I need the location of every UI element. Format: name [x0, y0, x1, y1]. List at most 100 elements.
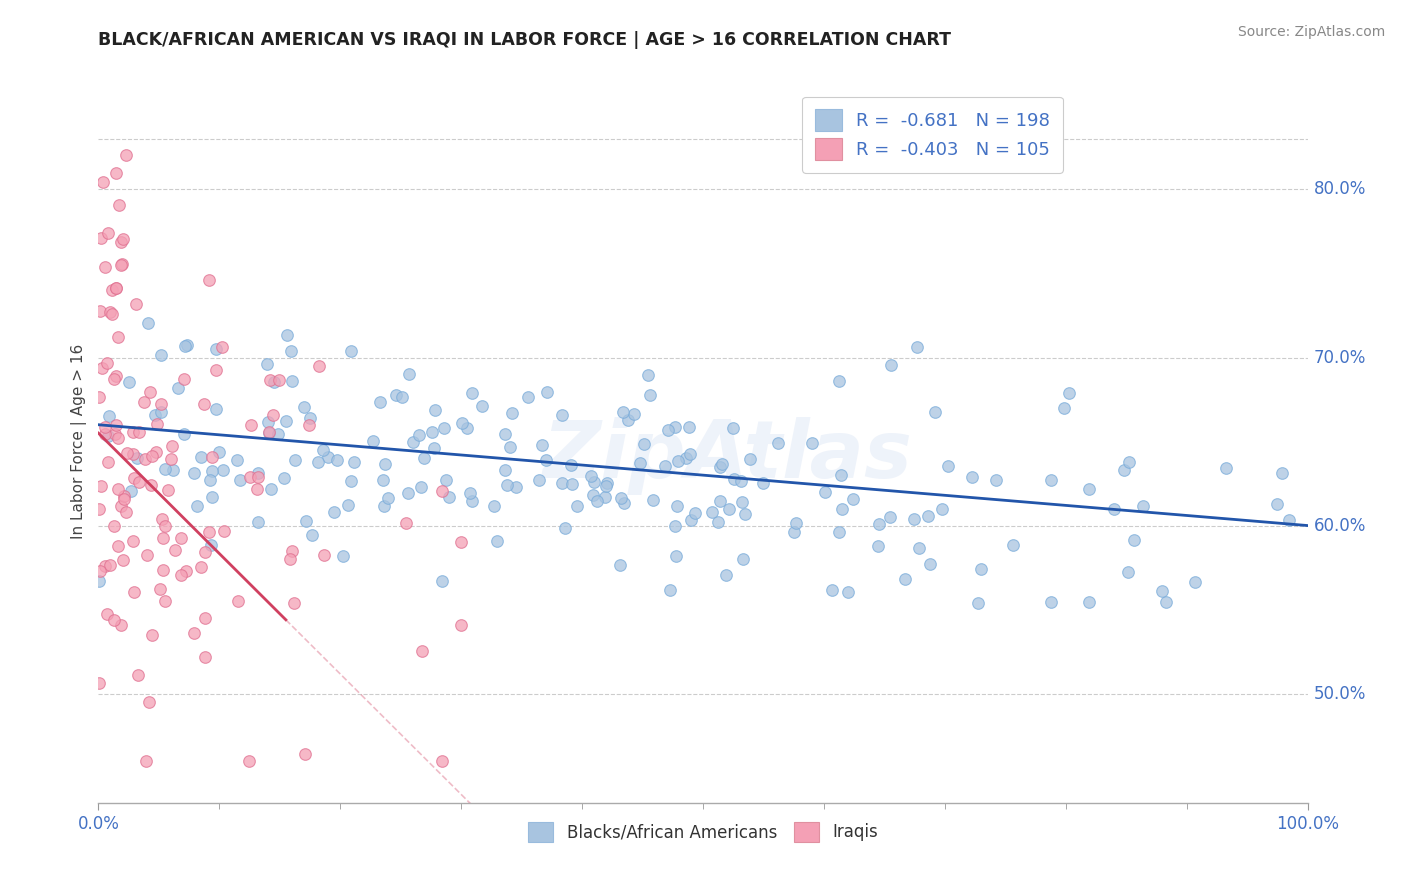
Point	[150, 348, 173, 362]
Point	[150, 405, 173, 419]
Point	[659, 582, 682, 597]
Point	[104, 166, 127, 180]
Point	[276, 327, 298, 342]
Point	[1116, 565, 1139, 579]
Point	[361, 434, 384, 449]
Point	[284, 453, 307, 467]
Y-axis label: In Labor Force | Age > 16: In Labor Force | Age > 16	[72, 344, 87, 539]
Point	[105, 281, 128, 295]
Point	[94, 558, 117, 573]
Point	[908, 541, 931, 556]
Point	[377, 491, 399, 506]
Point	[139, 385, 162, 400]
Point	[174, 564, 197, 578]
Point	[160, 439, 183, 453]
Point	[96, 607, 118, 622]
Point	[198, 473, 221, 487]
Point	[554, 521, 576, 535]
Point	[534, 453, 557, 467]
Point	[112, 553, 135, 567]
Point	[450, 617, 472, 632]
Point	[709, 494, 731, 508]
Point	[721, 421, 744, 435]
Point	[107, 330, 129, 344]
Point	[143, 408, 166, 422]
Point	[274, 414, 297, 428]
Point	[433, 421, 456, 435]
Point	[110, 258, 132, 272]
Point	[257, 425, 280, 439]
Point	[194, 545, 217, 559]
Point	[103, 519, 125, 533]
Point	[239, 470, 262, 484]
Point	[986, 473, 1008, 487]
Point	[1150, 583, 1173, 598]
Point	[610, 491, 633, 506]
Point	[299, 411, 322, 425]
Point	[1002, 538, 1025, 552]
Point	[156, 483, 179, 497]
Point	[373, 500, 395, 514]
Point	[105, 417, 128, 432]
Point	[238, 754, 260, 768]
Point	[208, 445, 231, 459]
Point	[149, 397, 172, 411]
Point	[138, 695, 160, 709]
Point	[679, 447, 702, 461]
Point	[551, 475, 574, 490]
Point	[456, 421, 478, 435]
Point	[841, 491, 863, 506]
Point	[124, 585, 146, 599]
Point	[107, 539, 129, 553]
Point	[536, 385, 558, 400]
Point	[613, 496, 636, 510]
Point	[153, 519, 176, 533]
Point	[176, 338, 198, 352]
Point	[814, 485, 837, 500]
Point	[879, 510, 901, 524]
Point	[637, 368, 659, 382]
Point	[204, 402, 226, 417]
Point	[110, 500, 132, 514]
Point	[229, 473, 252, 487]
Point	[115, 446, 138, 460]
Point	[451, 416, 474, 430]
Point	[391, 390, 413, 404]
Point	[135, 754, 157, 768]
Point	[821, 582, 844, 597]
Point	[395, 516, 418, 530]
Point	[336, 499, 359, 513]
Point	[132, 395, 155, 409]
Point	[170, 568, 193, 582]
Point	[247, 515, 270, 529]
Point	[128, 425, 150, 439]
Point	[294, 747, 316, 761]
Point	[1104, 502, 1126, 516]
Point	[107, 198, 129, 212]
Point	[917, 508, 939, 523]
Point	[322, 505, 344, 519]
Point	[966, 596, 988, 610]
Point	[551, 408, 574, 422]
Point	[312, 443, 335, 458]
Point	[831, 502, 853, 516]
Point	[371, 473, 394, 487]
Point	[1154, 595, 1177, 609]
Point	[190, 450, 212, 465]
Point	[461, 494, 484, 508]
Point	[1118, 455, 1140, 469]
Point	[499, 440, 522, 454]
Point	[141, 628, 163, 642]
Point	[141, 449, 163, 463]
Point	[339, 344, 361, 359]
Point	[412, 450, 434, 465]
Point	[581, 469, 603, 483]
Point	[111, 232, 134, 246]
Point	[89, 676, 111, 690]
Point	[212, 524, 235, 538]
Point	[830, 468, 852, 483]
Point	[114, 505, 136, 519]
Point	[402, 435, 425, 450]
Point	[707, 515, 730, 529]
Point	[183, 467, 205, 481]
